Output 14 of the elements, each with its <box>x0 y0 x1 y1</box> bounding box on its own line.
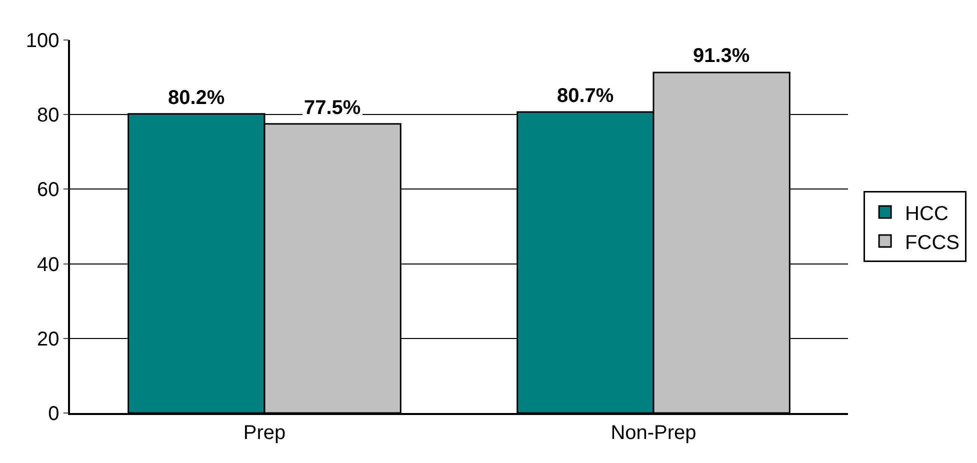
x-tick-label: Prep <box>243 422 286 444</box>
y-tick-label: 100 <box>26 30 60 52</box>
legend-label: HCC <box>905 202 948 225</box>
y-tick-label: 40 <box>37 254 60 276</box>
x-tick-label: Non-Prep <box>610 422 696 444</box>
y-tick-label: 80 <box>37 104 60 127</box>
y-tick-label: 60 <box>37 179 60 202</box>
y-tick-label: 20 <box>37 328 60 350</box>
data-label: 77.5% <box>304 97 361 119</box>
data-label: 91.3% <box>693 45 750 67</box>
legend-label: FCCS <box>905 232 960 254</box>
y-tick-label: 0 <box>48 403 60 425</box>
data-label: 80.2% <box>168 87 225 109</box>
data-label: 80.7% <box>557 85 614 107</box>
